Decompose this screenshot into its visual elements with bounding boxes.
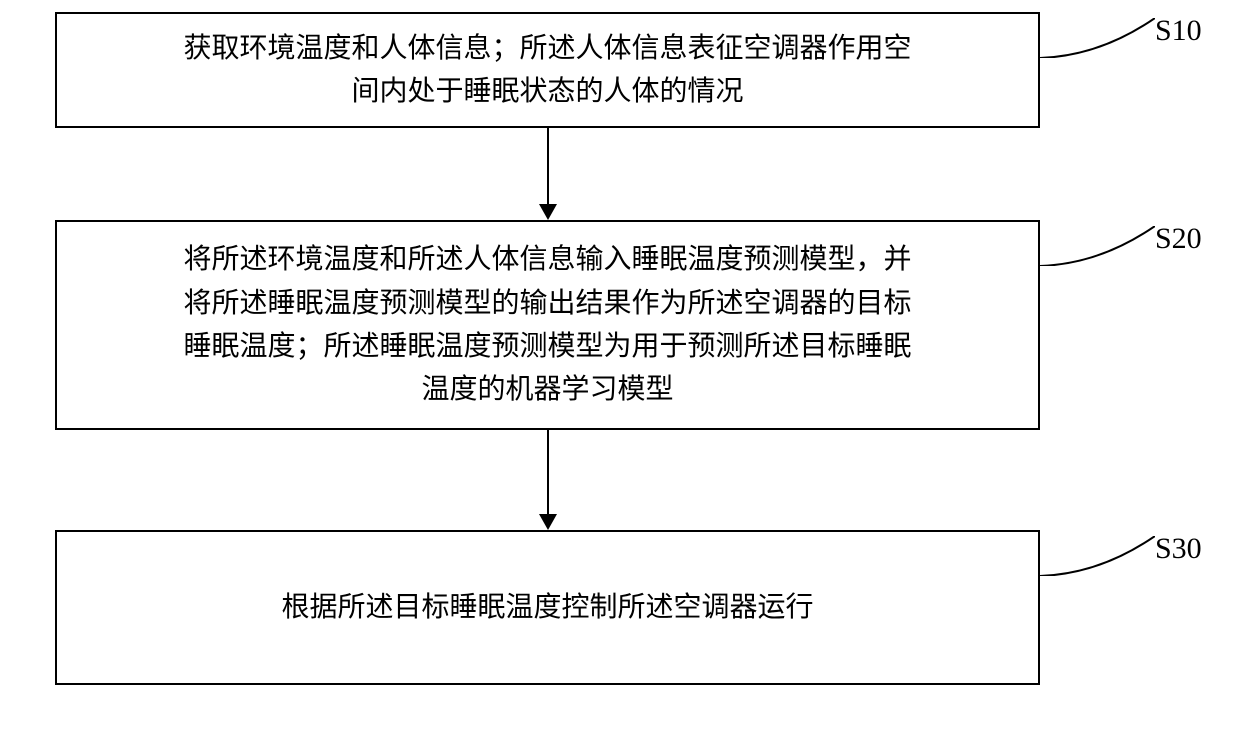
step-text-s10: 获取环境温度和人体信息；所述人体信息表征空调器作用空 间内处于睡眠状态的人体的情… [169, 27, 925, 114]
step-label-s20: S20 [1155, 222, 1202, 256]
step-text-s30: 根据所述目标睡眠温度控制所述空调器运行 [267, 586, 827, 629]
step-box-s20: 将所述环境温度和所述人体信息输入睡眠温度预测模型，并 将所述睡眠温度预测模型的输… [55, 220, 1040, 430]
step-label-s10: S10 [1155, 14, 1202, 48]
step-label-s30: S30 [1155, 532, 1202, 566]
flowchart-canvas: 获取环境温度和人体信息；所述人体信息表征空调器作用空 间内处于睡眠状态的人体的情… [0, 0, 1239, 737]
arrow-s20-s30-head [539, 514, 557, 530]
connector-s30 [1040, 536, 1155, 576]
arrow-s20-s30-line [547, 430, 549, 514]
step-box-s30: 根据所述目标睡眠温度控制所述空调器运行 [55, 530, 1040, 685]
step-box-s10: 获取环境温度和人体信息；所述人体信息表征空调器作用空 间内处于睡眠状态的人体的情… [55, 12, 1040, 128]
connector-s20 [1040, 226, 1155, 266]
step-text-s20: 将所述环境温度和所述人体信息输入睡眠温度预测模型，并 将所述睡眠温度预测模型的输… [169, 238, 925, 412]
arrow-s10-s20-line [547, 128, 549, 204]
arrow-s10-s20-head [539, 204, 557, 220]
connector-s10 [1040, 18, 1155, 58]
